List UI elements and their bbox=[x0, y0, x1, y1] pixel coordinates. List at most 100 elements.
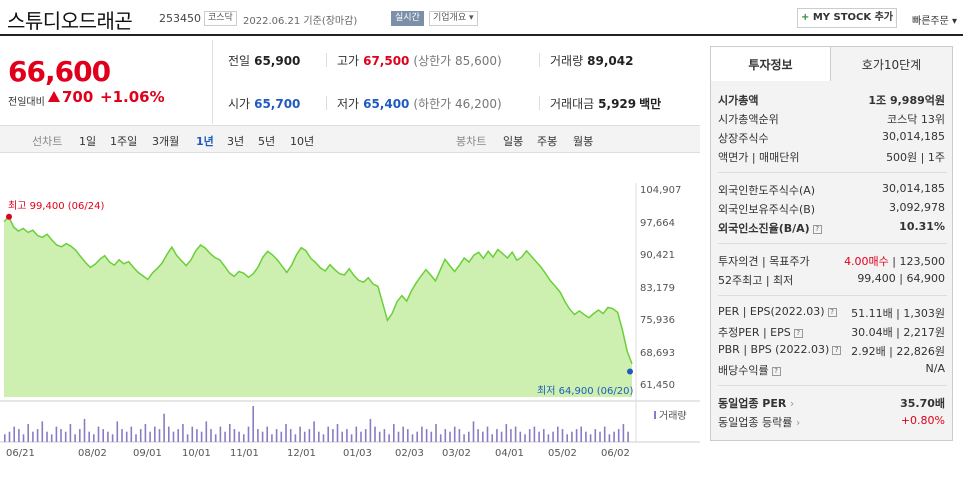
volume-bar bbox=[27, 424, 29, 442]
realtime-badge[interactable]: 실시간 bbox=[391, 11, 424, 26]
volume-bar bbox=[383, 429, 386, 442]
volume-bar bbox=[271, 434, 273, 442]
volume-bar bbox=[257, 429, 259, 442]
volume-bar bbox=[233, 429, 236, 442]
current-price-box: 66,600 전일대비 700 +1.06% bbox=[0, 40, 213, 124]
volume-bar bbox=[444, 429, 447, 442]
volume-bar bbox=[617, 429, 620, 442]
volume-bar bbox=[111, 434, 114, 442]
price-chart[interactable]: 104,907 97,664 90,421 83,179 75,936 68,693 61,… bbox=[0, 153, 700, 477]
volume-bar bbox=[107, 431, 109, 442]
volume-bar bbox=[79, 429, 81, 442]
volume-bar bbox=[500, 431, 503, 442]
volume-bar bbox=[346, 429, 348, 442]
range-3m[interactable]: 3개월 bbox=[152, 135, 180, 148]
volume-bar bbox=[83, 418, 86, 442]
volume-bar bbox=[41, 421, 44, 442]
volume-bar bbox=[168, 426, 170, 442]
volume-legend: 거래량 bbox=[654, 407, 687, 422]
volume-bar bbox=[603, 426, 606, 442]
volume-bar bbox=[69, 424, 72, 442]
volume-bar bbox=[622, 424, 625, 442]
x-tick-label: 03/02 bbox=[442, 448, 471, 459]
quick-order-dropdown[interactable]: 빠른주문 ▾ bbox=[912, 16, 957, 27]
row-sector-per[interactable]: 동일업종 PER › 35.70배 bbox=[718, 397, 945, 410]
info-icon[interactable]: ? bbox=[771, 367, 781, 376]
x-tick-label: 06/02 bbox=[601, 448, 630, 459]
volume-bar bbox=[378, 431, 381, 442]
volume-bar bbox=[402, 426, 404, 442]
candle-monthly[interactable]: 월봉 bbox=[573, 135, 594, 148]
range-5y[interactable]: 5년 bbox=[258, 135, 276, 148]
range-1y[interactable]: 1년 bbox=[196, 135, 214, 148]
row-opinion: 투자의견 | 목표주가 4.00매수 | 123,500 bbox=[718, 255, 945, 268]
low-annotation: 최저 64,900 (06/20) bbox=[537, 386, 634, 397]
volume-bar bbox=[261, 431, 264, 442]
y-tick-label: 90,421 bbox=[640, 250, 675, 261]
volume-bar bbox=[589, 434, 592, 442]
info-icon[interactable]: ? bbox=[793, 329, 803, 338]
stock-name: 스튜디오드래곤 bbox=[7, 9, 133, 33]
row-sector-change[interactable]: 동일업종 등락률 › +0.80% bbox=[718, 414, 945, 429]
volume-bar bbox=[149, 431, 151, 442]
volume-bar bbox=[411, 434, 414, 442]
range-3y[interactable]: 3년 bbox=[227, 135, 245, 148]
volume-bar bbox=[388, 434, 390, 442]
volume-bar bbox=[55, 426, 58, 442]
candle-daily[interactable]: 일봉 bbox=[503, 135, 524, 148]
row-foreign-limit: 외국인한도주식수(A) 30,014,185 bbox=[718, 182, 945, 197]
volume-bar bbox=[552, 431, 554, 442]
volume-bar bbox=[341, 431, 343, 442]
volume-bar bbox=[158, 429, 161, 442]
divider bbox=[718, 295, 947, 296]
volume-bar bbox=[308, 429, 311, 442]
range-1w[interactable]: 1주일 bbox=[110, 135, 138, 148]
volume-bar bbox=[8, 431, 11, 442]
add-my-stock-button[interactable]: + MY STOCK 추가 bbox=[797, 8, 897, 28]
stat-high: 고가 67,500 (상한가 85,600) bbox=[337, 54, 502, 68]
volume-bar bbox=[524, 434, 526, 442]
volume-bar bbox=[97, 426, 100, 442]
volume-bar bbox=[566, 434, 568, 442]
volume-bar bbox=[327, 426, 329, 442]
info-icon[interactable]: ? bbox=[827, 308, 837, 317]
candle-weekly[interactable]: 주봉 bbox=[537, 135, 558, 148]
volume-bar bbox=[561, 429, 564, 442]
volume-bar bbox=[557, 426, 559, 442]
change-label: 전일대비 bbox=[8, 97, 45, 108]
volume-bar bbox=[186, 434, 189, 442]
row-est-per: 추정PER | EPS? 30.04배 | 2,217원 bbox=[718, 326, 945, 339]
company-overview-dropdown[interactable]: 기업개요 ▾ bbox=[429, 11, 478, 26]
tab-invest-info[interactable]: 투자정보 bbox=[710, 46, 831, 82]
volume-bar bbox=[144, 424, 147, 442]
volume-bar bbox=[486, 426, 489, 442]
row-foreign-hold: 외국인보유주식수(B) 3,092,978 bbox=[718, 201, 945, 216]
volume-bar bbox=[238, 431, 240, 442]
volume-bar bbox=[74, 434, 76, 442]
volume-bar bbox=[613, 431, 615, 442]
volume-bar bbox=[547, 434, 550, 442]
x-tick-label: 10/01 bbox=[182, 448, 211, 459]
y-tick-label: 68,693 bbox=[640, 347, 675, 359]
volume-bar bbox=[425, 429, 428, 442]
volume-bar bbox=[135, 434, 137, 442]
volume-bar bbox=[102, 429, 104, 442]
add-my-stock-label: MY STOCK 추가 bbox=[812, 12, 894, 23]
row-shares: 상장주식수 30,014,185 bbox=[718, 130, 945, 145]
volume-bar bbox=[491, 434, 493, 442]
volume-bar bbox=[430, 431, 433, 442]
info-icon[interactable]: ? bbox=[812, 225, 822, 234]
range-1d[interactable]: 1일 bbox=[79, 135, 97, 148]
stat-amount: 거래대금 5,929 백만 bbox=[550, 97, 662, 111]
volume-bar bbox=[121, 429, 123, 442]
divider bbox=[326, 96, 327, 110]
volume-bar bbox=[482, 431, 484, 442]
range-10y[interactable]: 10년 bbox=[290, 135, 315, 148]
volume-bar bbox=[416, 431, 418, 442]
volume-bar bbox=[196, 429, 198, 442]
info-icon[interactable]: ? bbox=[832, 346, 842, 355]
tab-orderbook[interactable]: 호가10단계 bbox=[830, 46, 953, 82]
volume-bar bbox=[172, 431, 175, 442]
volume-bar bbox=[93, 434, 95, 442]
invest-info-panel: 시가총액 1조 9,989억원 시가총액순위 코스닥 13위 상장주식수 30,014… bbox=[710, 81, 953, 441]
